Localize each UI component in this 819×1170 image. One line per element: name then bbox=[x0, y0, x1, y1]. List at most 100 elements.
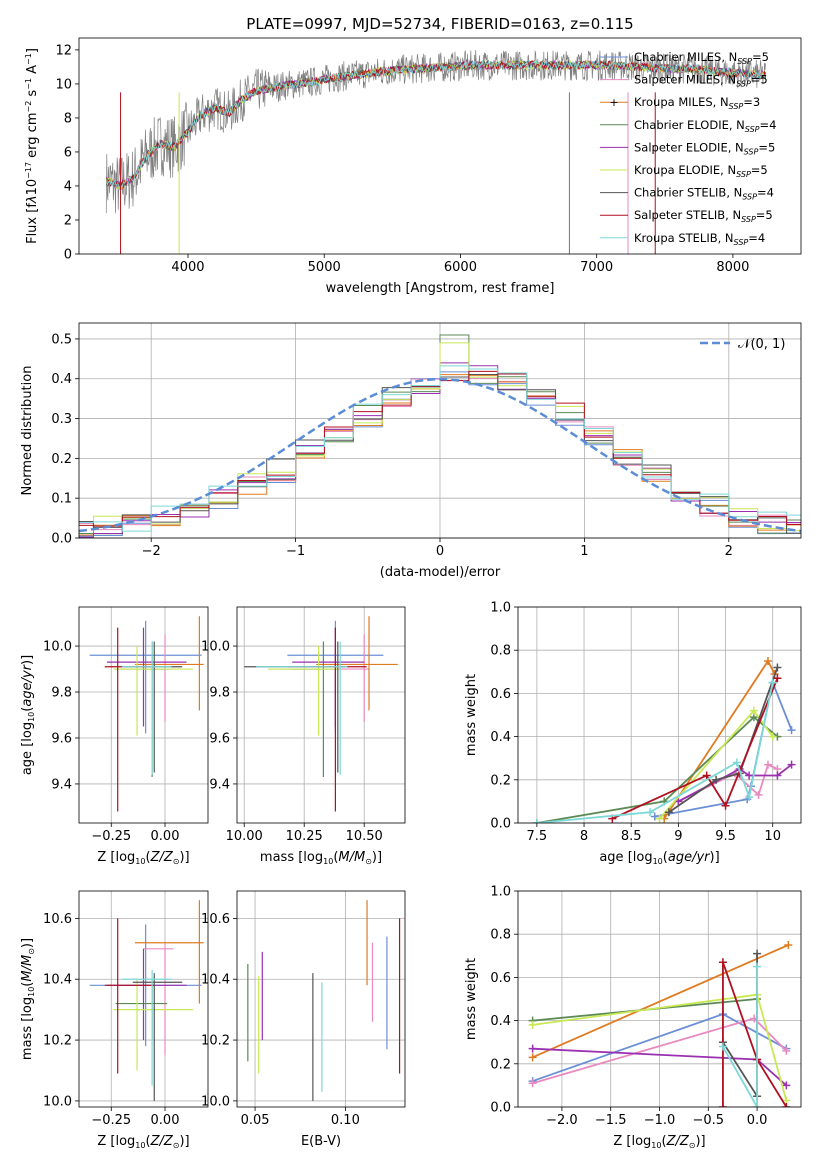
x-tick-label: 9 bbox=[674, 829, 682, 844]
figure-title: PLATE=0997, MJD=52734, FIBERID=0163, z=0… bbox=[246, 15, 633, 33]
y-tick-label: 0.6 bbox=[490, 971, 511, 986]
legend-label: Kroupa MILES, NSSP=3 bbox=[634, 95, 760, 111]
weight-marker bbox=[532, 819, 541, 823]
mass_vs_Z-frame bbox=[78, 890, 209, 1108]
y-axis-label: mass weight bbox=[464, 674, 479, 756]
y-tick-label: 12 bbox=[55, 43, 72, 58]
y-tick-label: 0 bbox=[64, 248, 72, 263]
x-tick-label: −0.25 bbox=[91, 829, 131, 844]
x-axis-label: Z [log10(Z/Z⊙)] bbox=[97, 1134, 189, 1150]
x-tick-label: −0.5 bbox=[693, 1113, 725, 1128]
x-tick-label: −2.0 bbox=[546, 1113, 578, 1128]
mass_vs_EBV-plot bbox=[247, 900, 401, 1101]
y-tick-label: 0.8 bbox=[490, 928, 511, 943]
x-tick-label: 8.5 bbox=[621, 829, 642, 844]
legend-label: Chabrier MILES, NSSP=5 bbox=[634, 50, 769, 66]
x-axis-label: (data-model)/error bbox=[380, 565, 501, 580]
weight-marker bbox=[784, 941, 793, 949]
weight-marker bbox=[732, 758, 741, 767]
x-tick-label: 0 bbox=[436, 544, 444, 559]
weight-marker bbox=[753, 1103, 762, 1107]
x-tick-label: 0.00 bbox=[151, 1113, 180, 1128]
weight-line bbox=[722, 966, 758, 1107]
y-tick-label: 9.4 bbox=[51, 777, 72, 792]
weight-marker bbox=[763, 760, 772, 769]
weight-marker bbox=[664, 808, 673, 817]
weight-marker bbox=[646, 808, 655, 817]
weight-marker bbox=[753, 949, 762, 958]
weight_vs_age-plot bbox=[532, 657, 796, 823]
y-tick-label: 9.6 bbox=[209, 731, 230, 746]
age_vs_Z-axes: −0.25 0.00 9.4 9.6 9.8 10.0 Z [log10(Z/Z⊙)] age… bbox=[20, 607, 208, 866]
x-tick-label: 6000 bbox=[444, 260, 477, 275]
x-tick-label: −1.0 bbox=[644, 1113, 676, 1128]
weight-line bbox=[532, 944, 789, 1059]
y-tick-label: 10.4 bbox=[43, 973, 72, 988]
x-axis-label: age [log10(age/yr)] bbox=[599, 850, 719, 866]
spectrum-model-line bbox=[105, 59, 766, 188]
x-axis-label: E(B-V) bbox=[301, 1134, 341, 1149]
x-tick-label: 0.10 bbox=[331, 1113, 360, 1128]
y-tick-label: 10.2 bbox=[43, 1034, 72, 1049]
x-axis-label: Z [log10(Z/Z⊙)] bbox=[613, 1134, 705, 1150]
y-tick-label: 0.0 bbox=[51, 532, 72, 547]
legend-label: Salpeter ELODIE, NSSP=5 bbox=[634, 140, 775, 156]
y-tick-label: 2 bbox=[64, 213, 72, 228]
y-tick-label: 0.6 bbox=[490, 687, 511, 702]
weight-marker bbox=[768, 678, 777, 687]
age_vs_mass-axes: 10.00 10.25 10.50 9.4 9.6 9.8 10.0 mass [log10(… bbox=[201, 607, 405, 866]
y-tick-label: 0.8 bbox=[490, 644, 511, 659]
legend-label: Kroupa ELODIE, NSSP=5 bbox=[634, 163, 768, 179]
age_vs_mass-plot bbox=[244, 616, 398, 812]
weight-marker bbox=[528, 1079, 537, 1088]
mass_vs_Z-axes: −0.25 0.00 10.0 10.2 10.4 10.6 Z [log10(Z/Z⊙)]… bbox=[20, 891, 208, 1150]
y-tick-label: 4 bbox=[64, 179, 72, 194]
weight-line bbox=[722, 961, 788, 1107]
weight_vs_Z-axes: −2.0 −1.5 −1.0 −0.5 0.0 0.0 0.2 0.4 0.6 0.8 1.0 Z [… bbox=[464, 885, 801, 1150]
weight-marker bbox=[528, 1044, 537, 1053]
weight-marker bbox=[528, 1053, 537, 1062]
weight-marker bbox=[749, 706, 758, 715]
x-tick-label: −2 bbox=[142, 544, 161, 559]
weight_vs_age-axes: 7.5 8 8.5 9 9.5 10 0.0 0.2 0.4 0.6 0.8 1.0 age [log1… bbox=[464, 601, 801, 866]
spectrum-legend: Chabrier MILES, NSSP=5 Salpeter MILES, NS… bbox=[600, 50, 776, 247]
weight-marker bbox=[712, 775, 721, 784]
weight-marker bbox=[787, 726, 796, 735]
residuals-axes: −2 −1 0 1 2 0.0 0.1 0.2 0.3 0.4 0.5 (data-model)/er… bbox=[20, 323, 801, 580]
weight-marker bbox=[745, 793, 754, 802]
x-tick-label: 1 bbox=[580, 544, 588, 559]
weight-marker bbox=[782, 1103, 791, 1107]
x-tick-label: 0.0 bbox=[747, 1113, 768, 1128]
y-tick-label: 10.0 bbox=[43, 1094, 72, 1109]
normal-curve bbox=[79, 377, 801, 533]
weight-marker bbox=[787, 760, 796, 769]
y-tick-label: 9.4 bbox=[209, 777, 230, 792]
x-axis-label: mass [log10(M/M⊙)] bbox=[260, 850, 382, 866]
x-tick-label: 7.5 bbox=[527, 829, 548, 844]
weight-marker bbox=[773, 674, 782, 683]
x-axis-label: wavelength [Angstrom, rest frame] bbox=[326, 281, 555, 296]
legend-label: Salpeter STELIB, NSSP=5 bbox=[634, 208, 773, 224]
weight-marker bbox=[718, 1103, 727, 1107]
spectrum-frame bbox=[78, 37, 802, 255]
spectrum-axes: 4000 5000 6000 7000 8000 0 2 4 6 8 10 12 wavelength … bbox=[24, 43, 749, 296]
weight-line bbox=[668, 667, 779, 813]
mass_vs_EBV-axes: 0.05 0.10 10.0 10.2 10.4 10.6 E(B-V) bbox=[201, 891, 405, 1149]
x-tick-label: 10.50 bbox=[346, 829, 383, 844]
legend-label: Salpeter MILES, NSSP=5 bbox=[634, 73, 768, 89]
y-tick-label: 0.2 bbox=[490, 1057, 511, 1072]
mass_vs_EBV-frame bbox=[236, 890, 406, 1108]
weight_vs_Z-plot bbox=[528, 941, 793, 1107]
y-tick-label: 0.2 bbox=[490, 773, 511, 788]
y-tick-label: 0.4 bbox=[490, 1014, 511, 1029]
weight-marker bbox=[754, 790, 763, 799]
age_vs_Z-plot bbox=[89, 616, 204, 812]
y-tick-label: 10 bbox=[55, 77, 72, 92]
weight-marker bbox=[702, 771, 711, 780]
y-axis-label: Normed distribution bbox=[20, 366, 35, 496]
y-tick-label: 10.6 bbox=[201, 912, 230, 927]
weight-line bbox=[654, 679, 793, 818]
weight-marker bbox=[773, 663, 782, 672]
weight_vs_Z-frame bbox=[517, 890, 802, 1108]
weight-marker bbox=[650, 812, 659, 821]
